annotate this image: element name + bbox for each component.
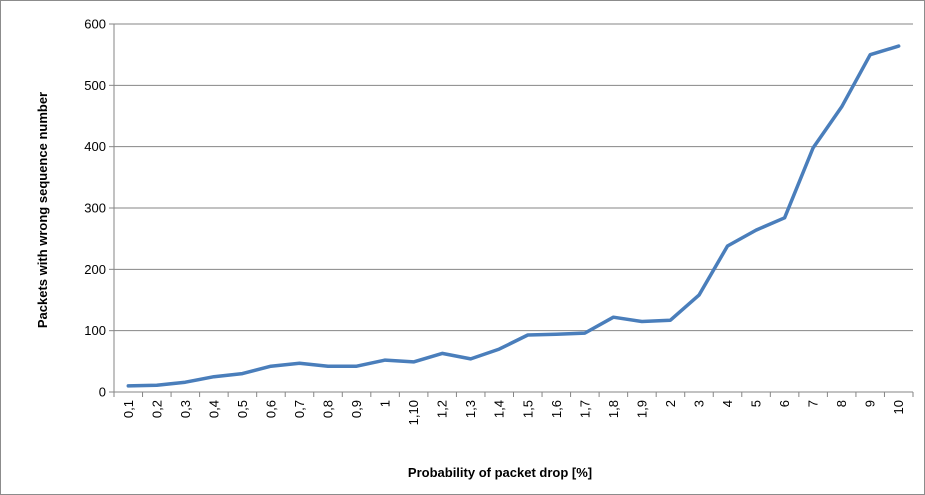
x-tick-label: 1,9 bbox=[634, 400, 649, 418]
x-tick-label: 0,8 bbox=[321, 400, 336, 418]
x-tick-labels: 0,1 0,2 0,3 0,4 0,5 0,6 0,7 0,8 0,9 1 1,10 1,2 1,3 1,… bbox=[121, 400, 906, 425]
series-line-0 bbox=[126, 44, 901, 388]
x-tick-label: 1,5 bbox=[520, 400, 535, 418]
y-axis-title: Packets with wrong sequence number bbox=[35, 92, 50, 328]
x-tick-label: 1,7 bbox=[577, 400, 592, 418]
gridlines bbox=[114, 23, 913, 332]
x-tick-label: 0,7 bbox=[292, 400, 307, 418]
x-tick-label: 1,4 bbox=[492, 400, 507, 418]
x-tick-label: 10 bbox=[891, 400, 906, 414]
x-tick-label: 0,3 bbox=[178, 400, 193, 418]
x-tick-label: 8 bbox=[834, 400, 849, 407]
y-tick-label: 0 bbox=[99, 385, 106, 400]
y-tick-label: 500 bbox=[84, 78, 106, 93]
x-tick-label: 0,6 bbox=[263, 400, 278, 418]
x-tick-label: 0,1 bbox=[121, 400, 136, 418]
x-tick-label: 9 bbox=[863, 400, 878, 407]
x-tick-label: 0,4 bbox=[206, 400, 221, 418]
x-tick-label: 1 bbox=[378, 400, 393, 407]
axes bbox=[109, 23, 914, 397]
x-tick-label: 0,9 bbox=[349, 400, 364, 418]
y-tick-labels: 0 100 200 300 400 500 600 bbox=[84, 17, 106, 400]
x-tick-label: 6 bbox=[777, 400, 792, 407]
x-tick-label: 1,3 bbox=[463, 400, 478, 418]
series-lines bbox=[126, 44, 901, 388]
x-tick-label: 1,10 bbox=[406, 400, 421, 425]
y-tick-label: 200 bbox=[84, 262, 106, 277]
x-tick-label: 4 bbox=[720, 400, 735, 407]
x-tick-label: 1,6 bbox=[549, 400, 564, 418]
x-tick-label: 0,2 bbox=[149, 400, 164, 418]
y-tick-label: 100 bbox=[84, 323, 106, 338]
y-tick-label: 300 bbox=[84, 201, 106, 216]
x-axis-title: Probability of packet drop [%] bbox=[408, 465, 592, 480]
y-tick-label: 600 bbox=[84, 17, 106, 32]
x-tick-label: 1,2 bbox=[435, 400, 450, 418]
x-tick-label: 1,8 bbox=[606, 400, 621, 418]
x-tick-label: 5 bbox=[749, 400, 764, 407]
x-tick-label: 0,5 bbox=[235, 400, 250, 418]
x-tick-label: 7 bbox=[806, 400, 821, 407]
x-tick-label: 3 bbox=[691, 400, 706, 407]
y-tick-label: 400 bbox=[84, 139, 106, 154]
x-tick-label: 2 bbox=[663, 400, 678, 407]
